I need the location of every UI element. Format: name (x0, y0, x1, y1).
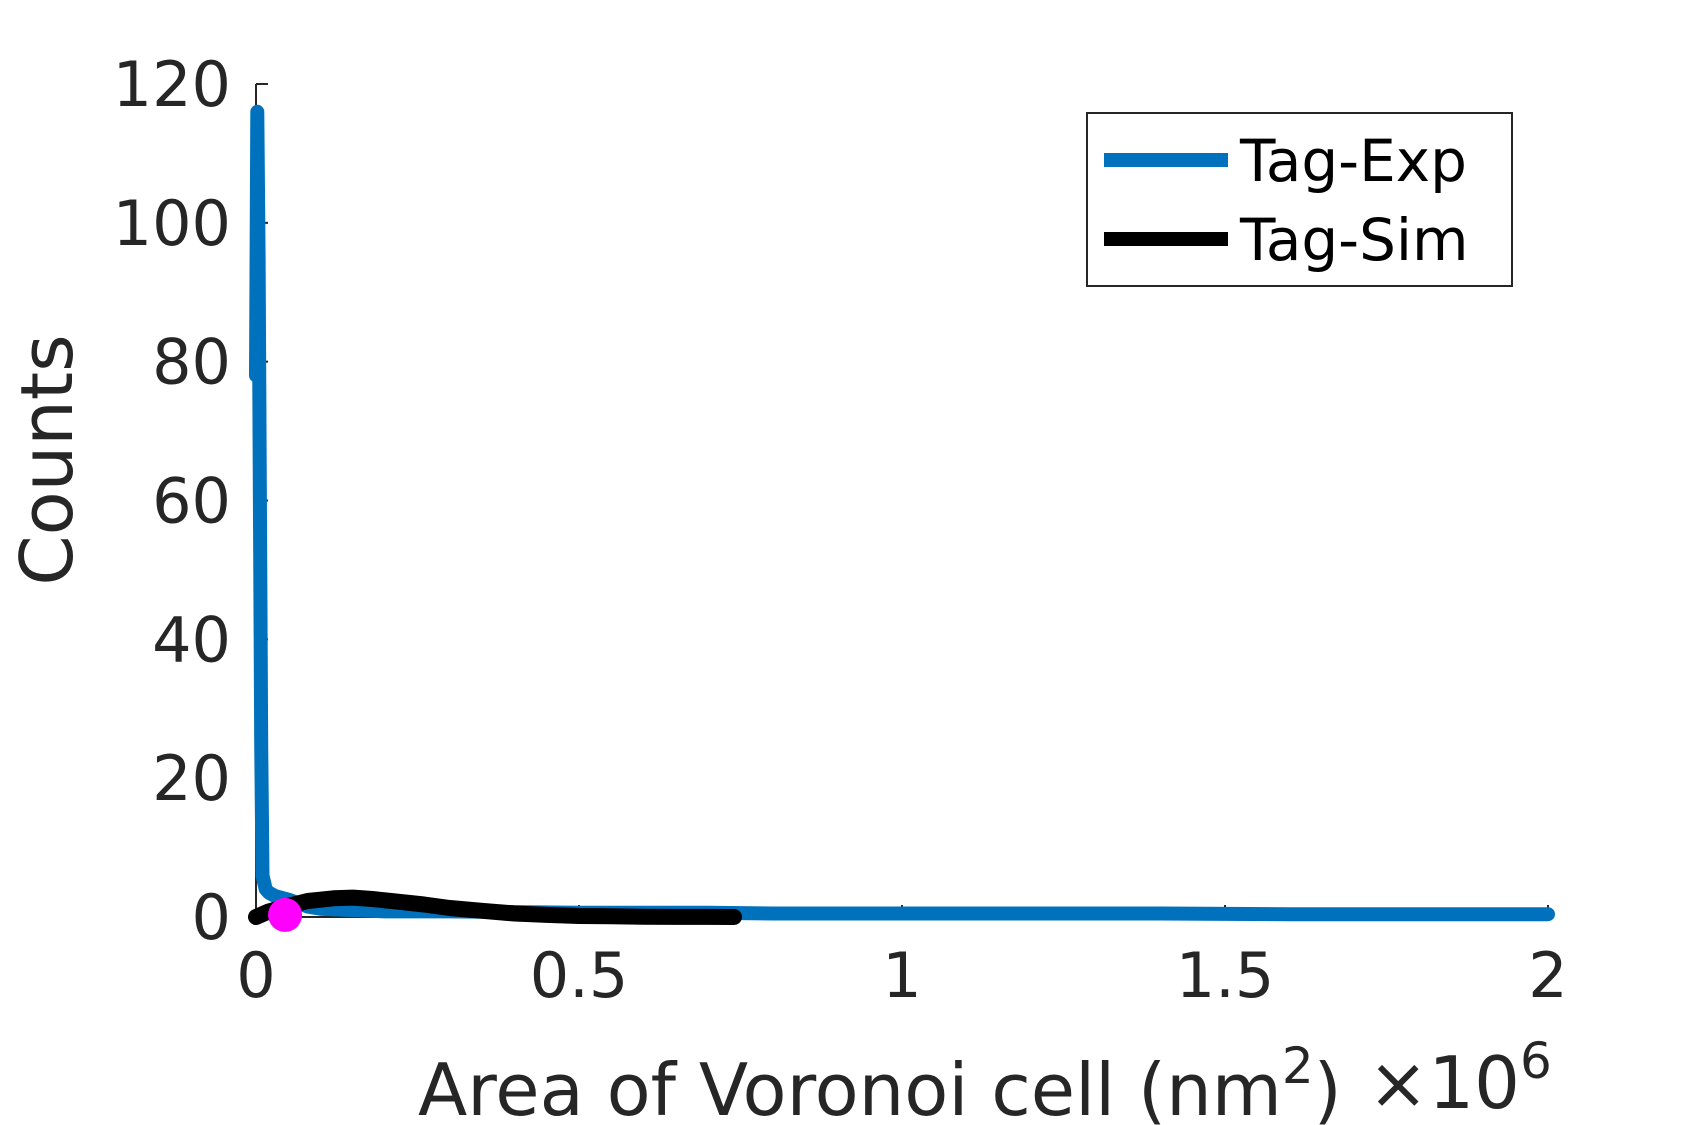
x-axis-multiplier-exponent: 6 (1520, 1032, 1552, 1090)
y-tick-label: 20 (152, 742, 231, 815)
legend-label-tag-exp: Tag-Exp (1239, 127, 1467, 195)
y-tick-label: 40 (152, 603, 231, 676)
plot-area: 0 20 40 60 80 100 120 0 0.5 1 1.5 2 (113, 48, 1568, 1012)
x-tick-label: 0.5 (530, 939, 629, 1012)
x-tick-label: 1.5 (1176, 939, 1275, 1012)
y-tick-label: 80 (152, 326, 231, 399)
y-tick-label: 0 (192, 881, 231, 954)
y-tick-label: 100 (113, 187, 231, 260)
y-axis-title: Counts (5, 334, 89, 585)
highlight-marker (268, 897, 303, 932)
legend-label-tag-sim: Tag-Sim (1239, 206, 1469, 274)
y-tick-label: 120 (113, 48, 231, 121)
legend: Tag-Exp Tag-Sim (1086, 112, 1513, 287)
y-ticks: 0 20 40 60 80 100 120 (113, 48, 268, 954)
x-axis-title-main: Area of Voronoi cell (nm (418, 1048, 1282, 1125)
series-line-tag-sim (248, 889, 742, 925)
x-ticks: 0 0.5 1 1.5 2 (236, 905, 1568, 1012)
legend-box (1086, 112, 1513, 287)
marker-group (268, 897, 303, 932)
x-tick-label: 1 (882, 939, 921, 1012)
x-axis-multiplier: ×106 (1368, 1032, 1552, 1125)
x-tick-label: 2 (1528, 939, 1567, 1012)
x-axis-title-superscript: 2 (1282, 1037, 1314, 1095)
x-axis-title: Area of Voronoi cell (nm2) (418, 1037, 1342, 1125)
x-axis-title-suffix: ) (1314, 1048, 1342, 1125)
series-group (248, 104, 1555, 925)
x-axis-multiplier-base: ×10 (1368, 1041, 1520, 1125)
x-tick-label: 0 (236, 939, 275, 1012)
series-line-tag-exp (249, 104, 1555, 922)
y-tick-label: 60 (152, 465, 231, 538)
